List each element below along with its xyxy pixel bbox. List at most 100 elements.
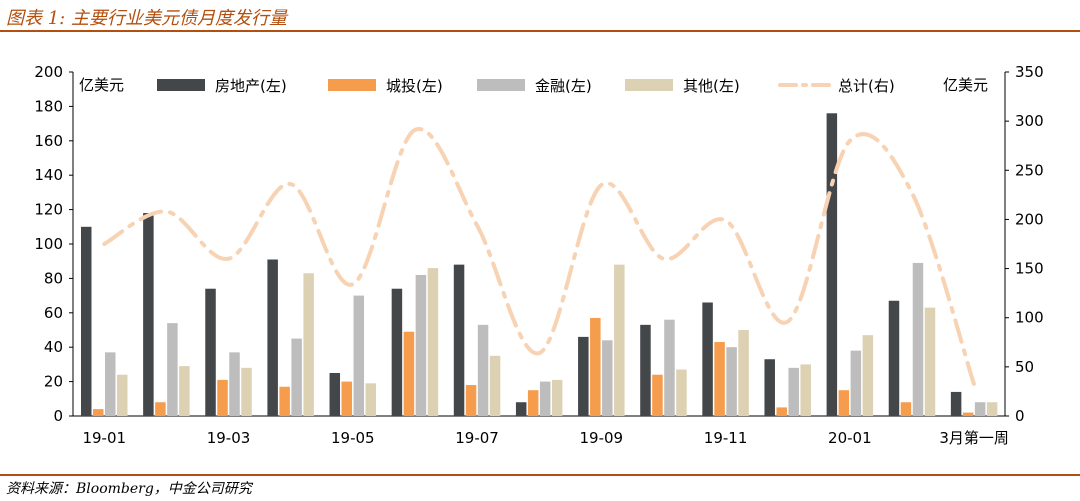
bar-4-8	[551, 379, 563, 416]
legend-label-4: 其他(左)	[683, 77, 740, 95]
y-right-tick-label: 250	[1015, 161, 1044, 179]
y-left-tick-label: 100	[34, 235, 63, 253]
bar-2-7	[465, 385, 477, 416]
y-left-tick-label: 200	[34, 63, 63, 81]
x-tick-label: 19-09	[580, 429, 624, 447]
bar-3-11	[726, 347, 737, 416]
bar-3-2	[167, 323, 178, 416]
x-tick-label: 3月第一周	[939, 429, 1009, 447]
bar-3-15	[974, 402, 986, 416]
figure-title: 图表 1: 主要行业美元债月度发行量	[6, 8, 287, 29]
chart-bars	[81, 113, 998, 416]
y-left-tick-label: 160	[34, 132, 63, 150]
bar-4-10	[676, 369, 687, 416]
bar-3-5	[353, 295, 365, 416]
bar-2-9	[590, 317, 601, 416]
bar-1-8	[515, 402, 527, 416]
chart-line	[102, 127, 977, 387]
x-tick-label: 19-07	[455, 429, 499, 447]
total-line	[102, 127, 977, 387]
bar-4-15	[986, 402, 998, 416]
bar-3-8	[539, 381, 551, 416]
bar-4-6	[427, 268, 439, 416]
bar-3-9	[602, 340, 613, 416]
y-right-tick-label: 200	[1015, 210, 1044, 228]
legend-swatch-2	[328, 79, 376, 91]
top-rule	[0, 30, 1080, 32]
bar-1-5	[329, 373, 341, 416]
bar-2-15	[962, 412, 974, 416]
legend-swatch-4	[625, 79, 673, 91]
bar-1-12	[764, 359, 775, 416]
bar-2-14	[900, 402, 912, 416]
x-tick-label: 19-11	[704, 429, 748, 447]
bar-2-3	[217, 379, 228, 416]
bar-1-11	[702, 302, 713, 416]
bar-4-5	[365, 383, 377, 416]
bar-4-2	[179, 366, 190, 416]
chart-axes: 0 20 40 60 80 100 120 140 160 180 200 0 50 100 150 200 2…	[34, 63, 1043, 447]
x-tick-label: 19-03	[207, 429, 251, 447]
bar-1-6	[391, 288, 403, 416]
x-tick-label: 20-01	[828, 429, 872, 447]
chart-legend: 房地产(左) 城投(左) 金融(左) 其他(左) 总计(右)	[157, 77, 895, 95]
x-tick-label: 19-05	[331, 429, 375, 447]
y-left-tick-label: 60	[44, 304, 63, 322]
bar-4-11	[738, 330, 749, 416]
bar-3-12	[788, 367, 799, 416]
bar-2-4	[279, 386, 290, 416]
y-left-tick-label: 120	[34, 201, 63, 219]
bar-3-13	[850, 350, 862, 416]
y-left-tick-label: 180	[34, 97, 63, 115]
bar-4-9	[614, 264, 625, 416]
bar-1-10	[640, 324, 651, 416]
y-left-tick-label: 20	[44, 373, 63, 391]
y-right-tick-label: 0	[1015, 407, 1025, 425]
bar-3-4	[291, 338, 302, 416]
bar-1-14	[888, 300, 900, 416]
bar-3-1	[105, 352, 116, 416]
bar-2-1	[93, 409, 104, 416]
bar-4-12	[800, 364, 811, 416]
y-right-unit-label: 亿美元	[943, 76, 988, 94]
y-left-tick-label: 40	[44, 338, 63, 356]
bar-1-3	[205, 288, 216, 416]
bar-1-2	[143, 213, 154, 416]
bar-2-2	[155, 402, 166, 416]
bar-2-6	[403, 331, 415, 416]
bar-4-14	[924, 307, 936, 416]
bar-2-11	[714, 342, 725, 416]
bar-1-7	[453, 264, 465, 416]
bar-4-3	[241, 367, 252, 416]
bar-2-5	[341, 381, 353, 416]
bar-2-13	[838, 390, 850, 416]
bar-1-1	[81, 226, 92, 416]
bar-2-10	[652, 374, 663, 416]
y-left-tick-label: 80	[44, 269, 63, 287]
bar-1-15	[950, 391, 962, 416]
y-right-tick-label: 350	[1015, 63, 1044, 81]
y-right-tick-label: 100	[1015, 309, 1044, 327]
bar-3-7	[477, 324, 489, 416]
legend-swatch-3	[477, 79, 525, 91]
bar-1-4	[267, 259, 278, 416]
legend-label-3: 金融(左)	[535, 77, 592, 95]
source-note: 资料来源：Bloomberg，中金公司研究	[6, 481, 252, 497]
y-left-tick-label: 140	[34, 166, 63, 184]
bar-3-3	[229, 352, 240, 416]
bar-3-14	[912, 262, 924, 416]
bar-3-10	[664, 319, 675, 416]
legend-swatch-1	[157, 79, 205, 91]
legend-label-1: 房地产(左)	[215, 77, 287, 95]
legend-label-2: 城投(左)	[386, 77, 443, 95]
y-left-unit-label: 亿美元	[79, 76, 124, 94]
x-tick-label: 19-01	[82, 429, 126, 447]
y-left-tick-label: 0	[53, 407, 63, 425]
bar-1-9	[578, 336, 589, 416]
bar-4-13	[862, 335, 874, 416]
y-right-tick-label: 50	[1015, 358, 1034, 376]
bar-4-7	[489, 355, 501, 416]
bar-3-6	[415, 274, 427, 416]
legend-label-5: 总计(右)	[838, 77, 895, 95]
